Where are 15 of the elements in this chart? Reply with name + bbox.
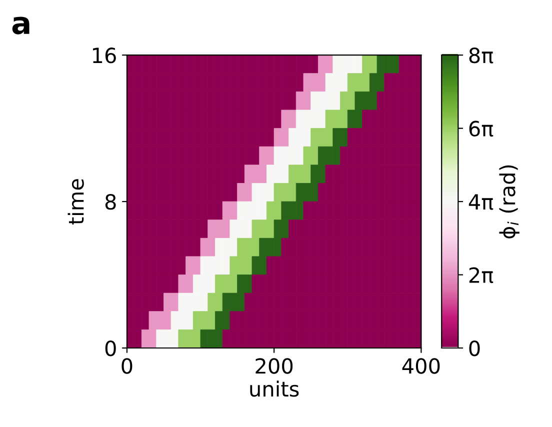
color-bar-label: 8π [469, 48, 494, 64]
x-tick-label: 200 [256, 358, 293, 374]
color-bar-label: 0 [469, 340, 480, 356]
color-bar-label: 6π [469, 120, 494, 137]
y-tick-label: 8 [105, 194, 116, 210]
x-tick-label: 0 [122, 358, 132, 374]
color-bar-title: ϕ$_{i}$ (rad) [499, 165, 520, 238]
color-bar-label: 4π [468, 194, 494, 210]
color-bar-label: 2π [469, 267, 494, 284]
x-tick-label: 400 [402, 358, 440, 374]
y-tick-label: 0 [105, 340, 116, 356]
y-axis-title: time [68, 179, 84, 225]
chart-title: a [12, 16, 30, 34]
y-tick-label: 16 [93, 48, 116, 64]
x-axis-title: units [250, 380, 299, 397]
